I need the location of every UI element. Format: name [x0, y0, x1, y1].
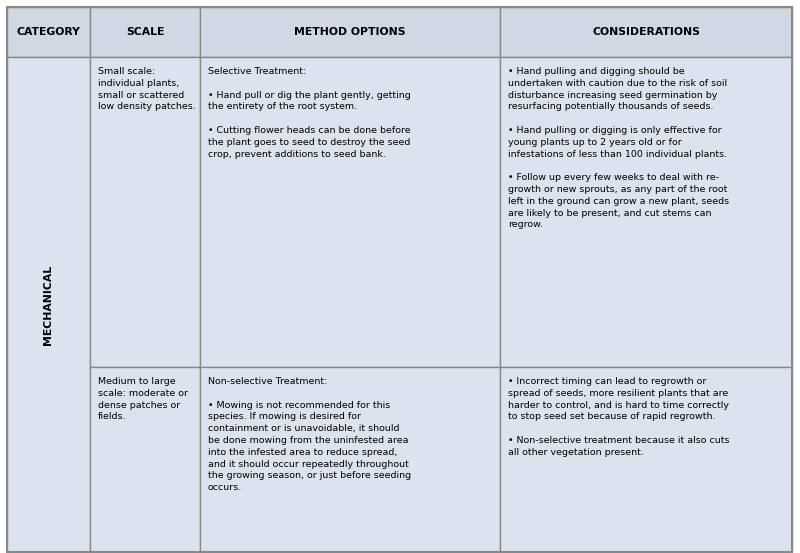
- Text: METHOD OPTIONS: METHOD OPTIONS: [294, 27, 406, 37]
- Bar: [500, 367, 792, 552]
- Bar: [200, 57, 500, 367]
- Bar: [90, 57, 200, 367]
- Text: • Incorrect timing can lead to regrowth or
spread of seeds, more resilient plant: • Incorrect timing can lead to regrowth …: [508, 377, 730, 457]
- Text: MECHANICAL: MECHANICAL: [43, 264, 54, 345]
- Text: CATEGORY: CATEGORY: [17, 27, 81, 37]
- Bar: [500, 7, 792, 57]
- Bar: [500, 57, 792, 367]
- Text: CONSIDERATIONS: CONSIDERATIONS: [592, 27, 700, 37]
- Bar: [7, 57, 90, 552]
- Text: • Hand pulling and digging should be
undertaken with caution due to the risk of : • Hand pulling and digging should be und…: [508, 67, 729, 229]
- Text: Selective Treatment:

• Hand pull or dig the plant gently, getting
the entirety : Selective Treatment: • Hand pull or dig …: [208, 67, 410, 159]
- Text: Non-selective Treatment:

• Mowing is not recommended for this
species. If mowin: Non-selective Treatment: • Mowing is not…: [208, 377, 411, 492]
- Text: Small scale:
individual plants,
small or scattered
low density patches.: Small scale: individual plants, small or…: [98, 67, 196, 111]
- Bar: [7, 7, 90, 57]
- Bar: [200, 367, 500, 552]
- Bar: [90, 367, 200, 552]
- Text: Medium to large
scale: moderate or
dense patches or
fields.: Medium to large scale: moderate or dense…: [98, 377, 188, 421]
- Bar: [90, 7, 200, 57]
- Text: SCALE: SCALE: [126, 27, 164, 37]
- Bar: [200, 7, 500, 57]
